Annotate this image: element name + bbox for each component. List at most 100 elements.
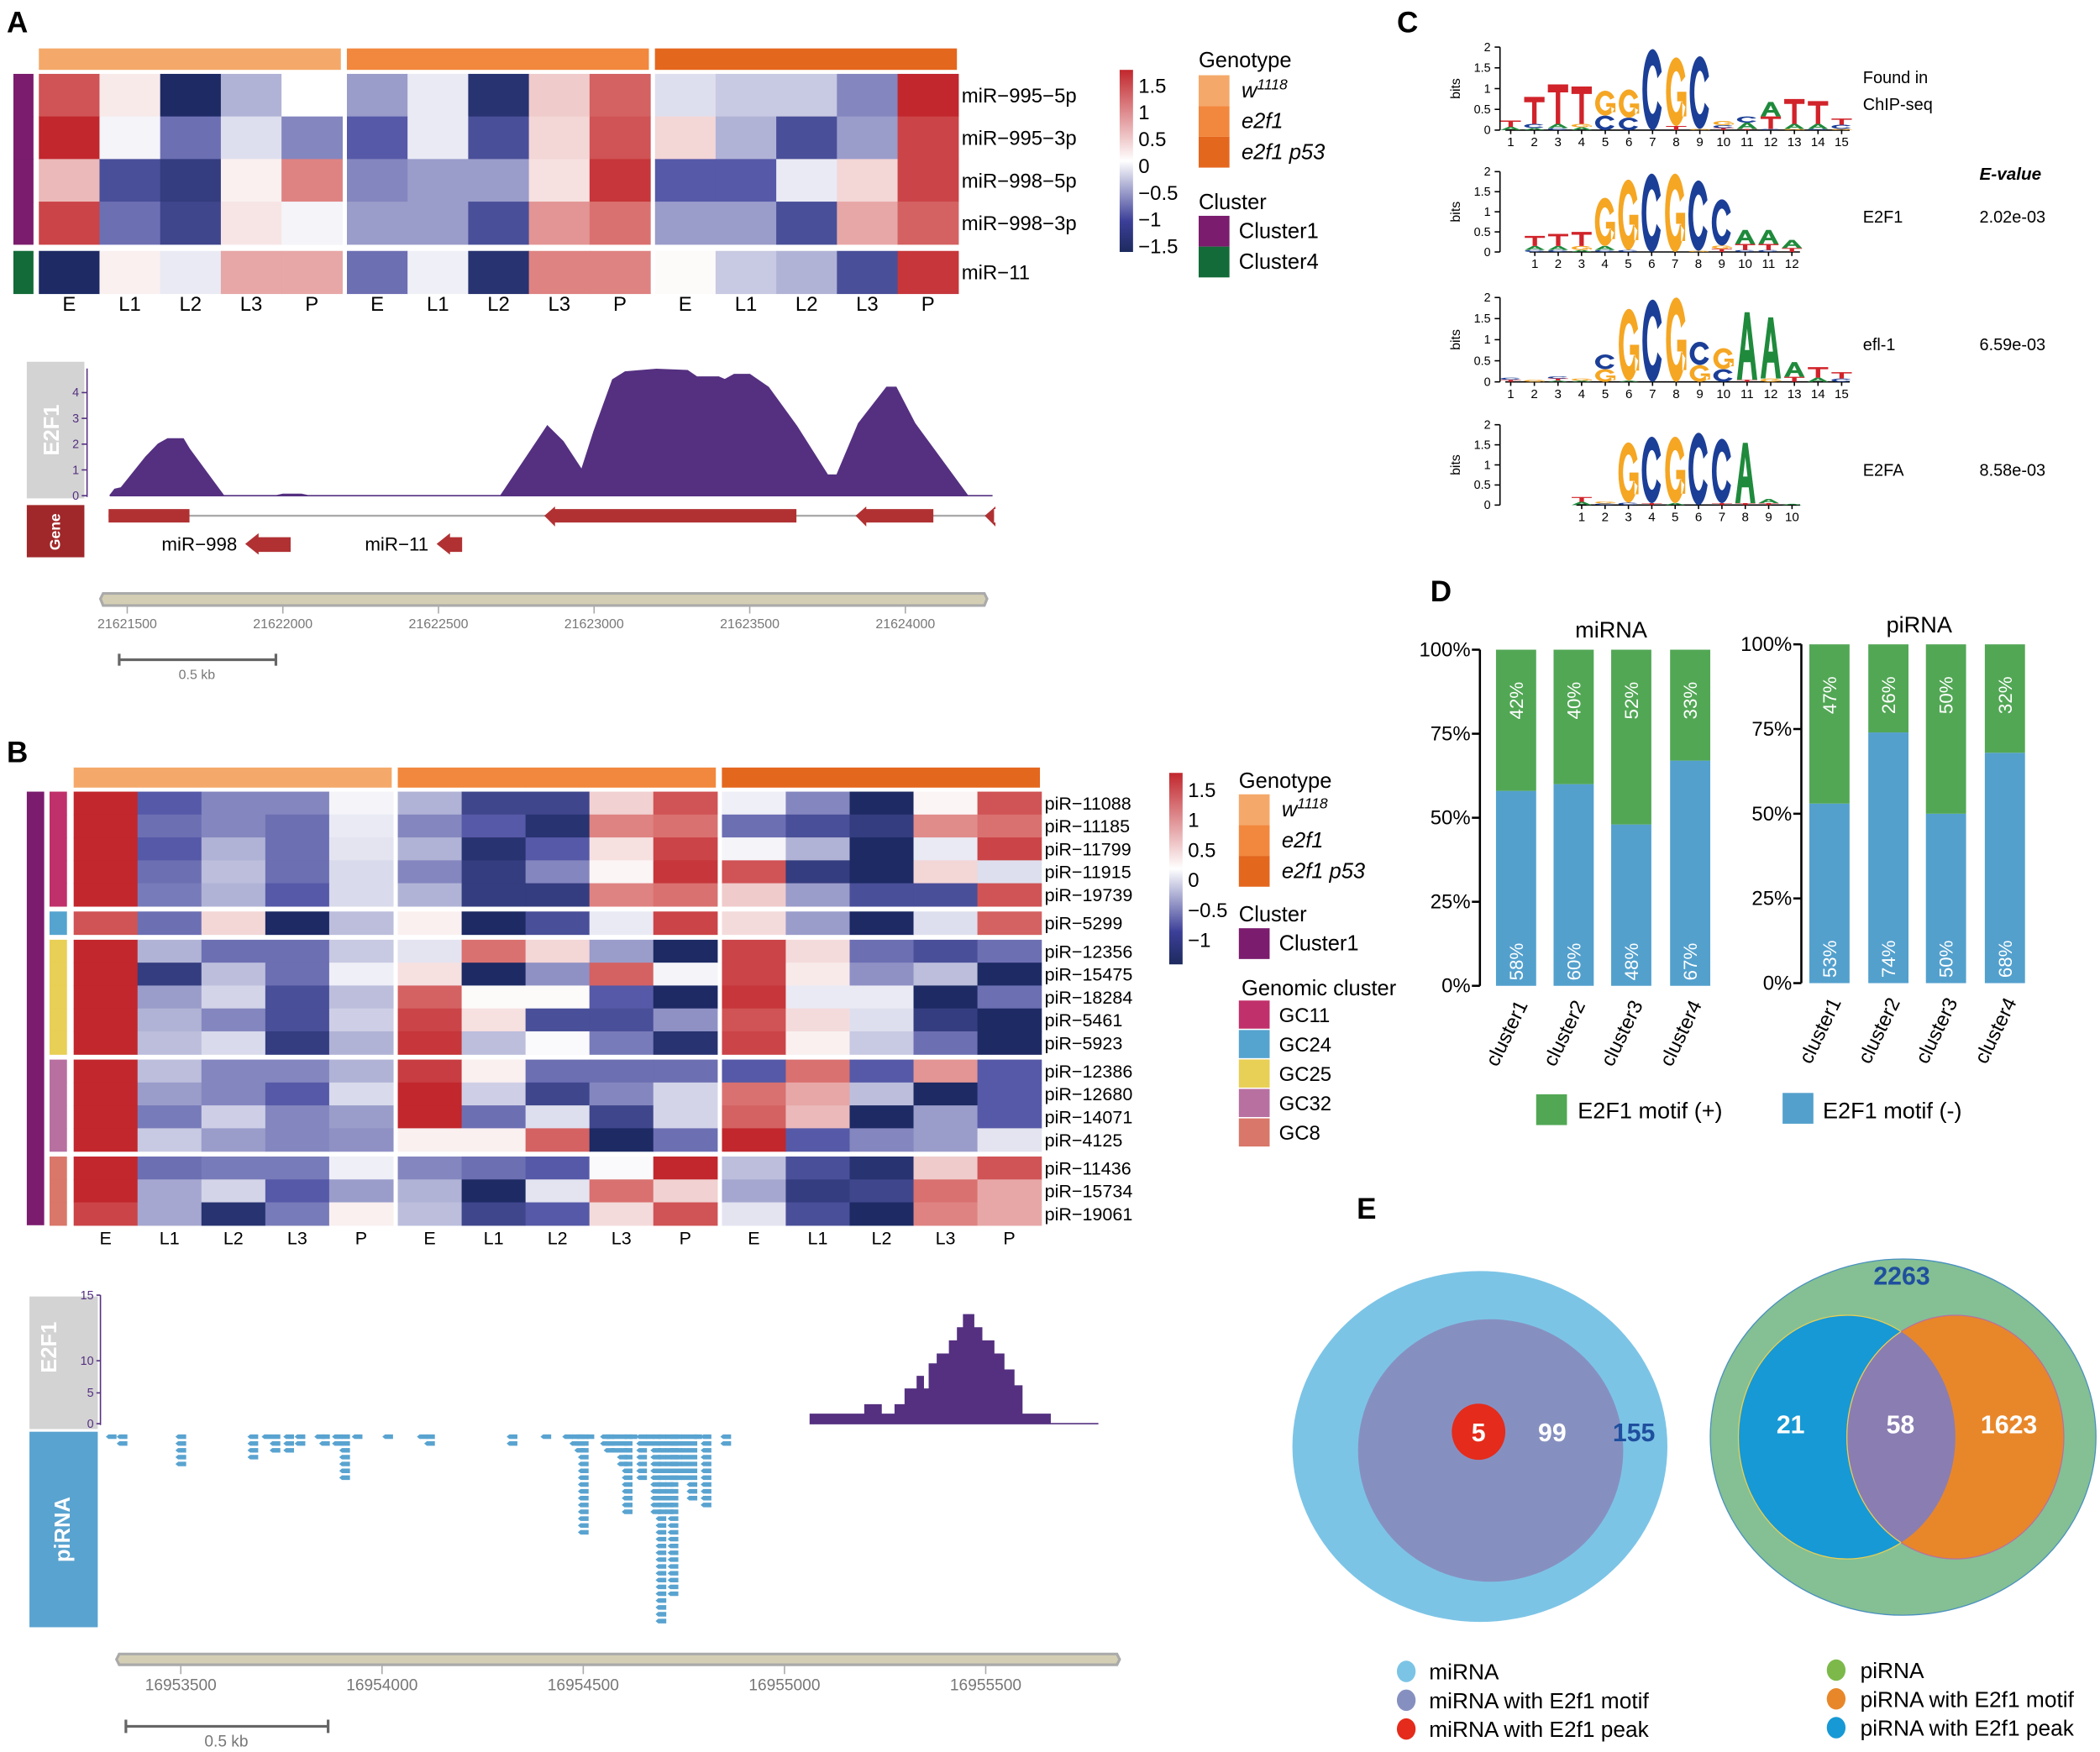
heatmap-cell — [525, 1082, 591, 1106]
legend-swatch — [1198, 106, 1230, 137]
column-label: L2 — [180, 293, 202, 316]
colorbar-tick: 1.5 — [1138, 75, 1166, 97]
legend-swatch — [1238, 928, 1270, 959]
logo-letter-G-icon — [1594, 197, 1615, 246]
heatmap-cell — [653, 1128, 718, 1152]
heatmap-cell — [722, 1202, 787, 1226]
heatmap-cell — [589, 911, 654, 936]
heatmap-cell — [653, 1157, 718, 1180]
genotype-name: w — [1242, 79, 1258, 102]
genomic-cluster-bar — [49, 837, 67, 861]
row-label: piR−15734 — [1045, 1182, 1133, 1202]
heatmap-cell — [281, 116, 344, 160]
pirna-read — [655, 1440, 667, 1446]
pirna-read — [667, 1536, 679, 1542]
venn-count: 1623 — [1981, 1411, 2037, 1439]
heatmap-cell — [913, 814, 979, 838]
bar-data-label: 60% — [1563, 943, 1584, 981]
x-tick-label: 1 — [1578, 510, 1585, 524]
pirna-read — [667, 1503, 679, 1508]
x-tick-label: 5 — [1602, 387, 1609, 401]
logo-letter-T-icon — [1831, 118, 1852, 125]
logo-letter-A-icon — [1547, 380, 1568, 382]
pirna-read — [339, 1455, 350, 1460]
heatmap-cell — [785, 911, 851, 936]
heatmap-cell — [461, 883, 527, 907]
pirna-read — [283, 1440, 295, 1446]
heatmap-cell — [397, 791, 463, 816]
legend-label: GC11 — [1279, 1005, 1331, 1027]
logo-letter-G-icon — [1571, 245, 1592, 250]
heatmap-cell — [73, 1128, 139, 1152]
heatmap-cell — [525, 1105, 591, 1130]
heatmap-cell — [461, 963, 527, 987]
heatmap-cell — [589, 1059, 654, 1083]
pirna-read — [269, 1440, 281, 1446]
legend-label: w1118 — [1242, 76, 1288, 102]
pirna-read — [175, 1440, 186, 1446]
column-label: L2 — [223, 1228, 244, 1248]
heatmap-cell — [525, 860, 591, 884]
logo-letter-A-icon — [1808, 123, 1829, 129]
logo-letter-C-icon — [1711, 438, 1731, 503]
track-label-box — [29, 1296, 98, 1429]
x-tick-label: 8 — [1672, 387, 1679, 401]
heatmap-cell — [73, 1059, 139, 1083]
y-tick-label: 2 — [72, 438, 79, 452]
heatmap-cell — [977, 791, 1042, 816]
legend-label: e2f1 — [1282, 829, 1324, 852]
column-label: E — [748, 1228, 759, 1248]
pirna-read — [116, 1440, 128, 1446]
heatmap-cell — [653, 1105, 718, 1130]
column-label: L3 — [548, 293, 570, 316]
row-label: piR−19739 — [1045, 885, 1133, 905]
heatmap-cell — [137, 1082, 202, 1106]
heatmap-cell — [722, 963, 787, 987]
heatmap-cell — [722, 1157, 787, 1180]
x-tick-label: 5 — [1672, 510, 1678, 524]
pirna-read — [671, 1475, 682, 1481]
heatmap-cell — [722, 791, 787, 816]
track-label-box — [26, 361, 85, 499]
x-tick-label: 3 — [1578, 257, 1585, 271]
heatmap-cell — [73, 837, 139, 861]
heatmap-cell — [913, 1059, 979, 1083]
category-label: cluster3 — [1911, 994, 1962, 1067]
heatmap-cell — [461, 791, 527, 816]
pirna-read — [667, 1584, 679, 1590]
pirna-read — [577, 1448, 589, 1453]
heatmap-cell — [265, 1179, 330, 1204]
pirna-read — [655, 1536, 667, 1542]
y-tick-label: 0 — [1484, 499, 1491, 512]
heatmap-cell — [849, 791, 915, 816]
pirna-read — [671, 1468, 682, 1473]
heatmap-cell — [849, 1105, 915, 1130]
venn-count: 2263 — [1873, 1262, 1929, 1290]
genotype-bar — [39, 48, 341, 71]
column-label: P — [613, 293, 627, 316]
pirna-read — [667, 1577, 679, 1583]
motif-name: ChIP-seq — [1863, 96, 1933, 114]
logo-letter-C-icon — [1594, 249, 1614, 253]
logo-letter-C-icon — [1689, 341, 1709, 365]
pirna-read — [655, 1482, 667, 1487]
heatmap-cell — [913, 985, 979, 1010]
heatmap-cell — [281, 202, 344, 245]
colorbar — [1119, 70, 1133, 253]
heatmap-cell — [265, 814, 330, 838]
x-tick-label: 12 — [1785, 257, 1799, 271]
pirna-read — [655, 1543, 667, 1549]
row-label: piR−5923 — [1045, 1033, 1123, 1053]
y-tick-label: 1 — [1484, 82, 1491, 96]
heatmap-cell — [281, 159, 344, 202]
heatmap-cell — [39, 159, 101, 202]
heatmap-cell — [977, 1008, 1042, 1032]
logo-letter-A-icon — [1500, 126, 1521, 130]
heatmap-A: miR−995−5p miR−995−3p miR−998−5p miR−998−3p… — [13, 48, 1325, 316]
x-tick-label: 10 — [1738, 257, 1752, 271]
logo-letter-T-icon — [1500, 120, 1521, 127]
x-tick-label: 7 — [1719, 510, 1725, 524]
logo-letter-G-icon — [1571, 378, 1592, 381]
heatmap-cell — [397, 1128, 463, 1152]
